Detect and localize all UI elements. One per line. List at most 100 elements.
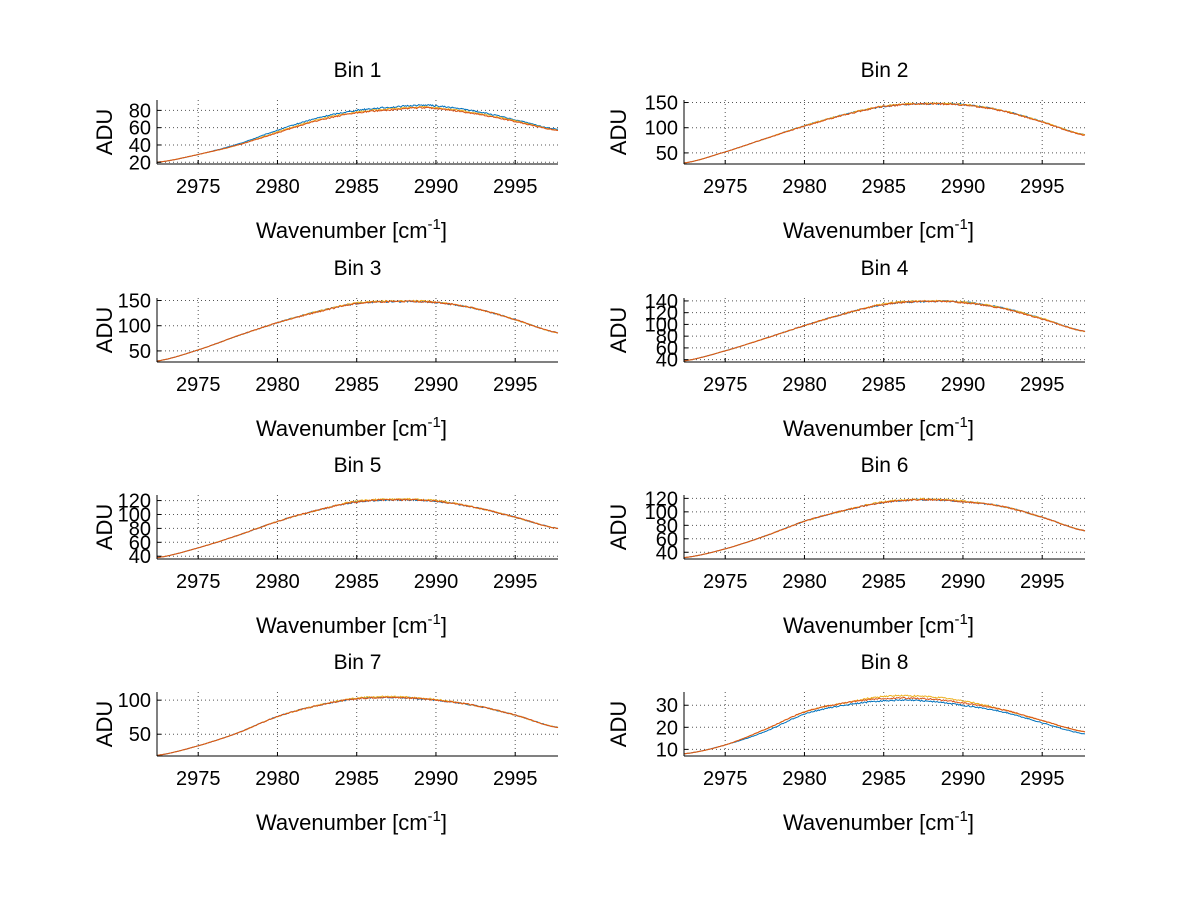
plot-area (684, 298, 1085, 362)
y-tick-label: 100 (118, 504, 151, 526)
x-axis-label-superscript: -1 (428, 611, 441, 628)
x-axis-label: Wavenumber [cm-1] (783, 808, 974, 835)
subplot-bin-2: 2975 2980 2985 2990 2995 50 100 150 Bin 2 Wavenum… (606, 59, 1086, 243)
y-axis-label: ADU (606, 504, 631, 550)
x-tick-label: 2980 (255, 768, 300, 790)
x-tick-label: 2980 (782, 768, 827, 790)
plot-area (157, 298, 558, 362)
y-tick-label: 80 (656, 515, 678, 537)
x-axis-label-end: ] (441, 810, 447, 835)
x-tick-label: 2975 (176, 571, 221, 593)
y-tick-label: 30 (656, 695, 678, 717)
series-line (156, 498, 559, 559)
y-tick-label: 50 (656, 143, 678, 165)
y-tick-label: 100 (645, 502, 678, 524)
x-axis-label-main: Wavenumber [cm (256, 218, 428, 243)
y-axis-label: ADU (606, 307, 631, 353)
x-axis-label-superscript: -1 (955, 216, 968, 233)
x-tick-label: 2990 (941, 571, 986, 593)
x-tick-label: 2990 (941, 374, 986, 396)
x-tick-label: 2980 (782, 176, 827, 198)
plot-area (684, 495, 1085, 559)
y-axis-label: ADU (92, 701, 117, 747)
x-tick-label: 2995 (1020, 374, 1065, 396)
subplot-title: Bin 7 (334, 651, 382, 674)
y-tick-label: 40 (656, 350, 678, 372)
series-line (683, 498, 1086, 559)
y-tick-label: 100 (645, 118, 678, 140)
x-tick-label: 2990 (941, 176, 986, 198)
x-axis-label: Wavenumber [cm-1] (256, 611, 447, 638)
x-axis-label-end: ] (441, 416, 447, 441)
y-tick-label: 60 (129, 532, 151, 554)
x-tick-label: 2980 (255, 374, 300, 396)
x-axis-label-main: Wavenumber [cm (783, 218, 955, 243)
y-tick-label: 140 (645, 291, 678, 313)
x-axis-label-main: Wavenumber [cm (783, 810, 955, 835)
x-tick-label: 2990 (414, 374, 459, 396)
x-tick-label: 2990 (414, 768, 459, 790)
y-tick-label: 80 (656, 326, 678, 348)
x-tick-label: 2995 (1020, 571, 1065, 593)
y-tick-label: 20 (656, 717, 678, 739)
x-axis-label-end: ] (441, 613, 447, 638)
y-tick-label: 60 (656, 529, 678, 551)
y-tick-label: 120 (645, 488, 678, 510)
x-axis-label-main: Wavenumber [cm (256, 810, 428, 835)
x-tick-label: 2980 (255, 571, 300, 593)
x-axis-label: Wavenumber [cm-1] (256, 216, 447, 243)
plot-area (684, 100, 1085, 164)
x-tick-label: 2975 (703, 374, 748, 396)
x-tick-label: 2975 (703, 768, 748, 790)
series-line (683, 696, 1086, 755)
x-axis-label-main: Wavenumber [cm (256, 416, 428, 441)
x-tick-label: 2975 (176, 374, 221, 396)
x-tick-label: 2990 (414, 571, 459, 593)
plot-area (684, 692, 1085, 756)
y-axis-label: ADU (606, 109, 631, 155)
y-tick-label: 100 (645, 314, 678, 336)
x-axis-label: Wavenumber [cm-1] (783, 414, 974, 441)
y-axis-label: ADU (606, 701, 631, 747)
subplot-title: Bin 2 (861, 59, 909, 82)
x-axis-label-end: ] (968, 416, 974, 441)
x-tick-label: 2985 (861, 374, 906, 396)
x-axis-label-superscript: -1 (428, 808, 441, 825)
y-tick-label: 40 (129, 546, 151, 568)
y-tick-label: 80 (129, 100, 151, 122)
x-tick-label: 2995 (493, 768, 538, 790)
series-line (683, 699, 1086, 755)
x-tick-label: 2990 (414, 176, 459, 198)
x-tick-label: 2975 (703, 571, 748, 593)
x-tick-label: 2995 (1020, 768, 1065, 790)
x-tick-label: 2975 (176, 176, 221, 198)
x-tick-label: 2980 (782, 374, 827, 396)
x-tick-label: 2985 (861, 176, 906, 198)
subplot-title: Bin 6 (861, 454, 909, 477)
y-tick-label: 50 (129, 341, 151, 363)
y-tick-label: 40 (129, 135, 151, 157)
y-tick-label: 150 (118, 291, 151, 313)
x-axis-label-end: ] (968, 810, 974, 835)
plot-area (157, 692, 558, 756)
y-tick-label: 100 (118, 316, 151, 338)
x-tick-label: 2985 (334, 176, 379, 198)
x-axis-label-end: ] (968, 218, 974, 243)
subplot-bin-7: 2975 2980 2985 2990 2995 50 100 Bin 7 Wavenumber… (92, 651, 559, 835)
x-axis-label-superscript: -1 (428, 216, 441, 233)
x-axis-label-main: Wavenumber [cm (783, 613, 955, 638)
subplot-title: Bin 5 (334, 454, 382, 477)
y-tick-label: 150 (645, 93, 678, 115)
x-tick-label: 2995 (493, 571, 538, 593)
x-tick-label: 2985 (334, 374, 379, 396)
x-tick-label: 2985 (334, 768, 379, 790)
series-line (156, 106, 559, 163)
x-axis-label-end: ] (968, 613, 974, 638)
x-axis-label-superscript: -1 (955, 808, 968, 825)
x-tick-label: 2975 (703, 176, 748, 198)
plot-area (157, 495, 558, 559)
